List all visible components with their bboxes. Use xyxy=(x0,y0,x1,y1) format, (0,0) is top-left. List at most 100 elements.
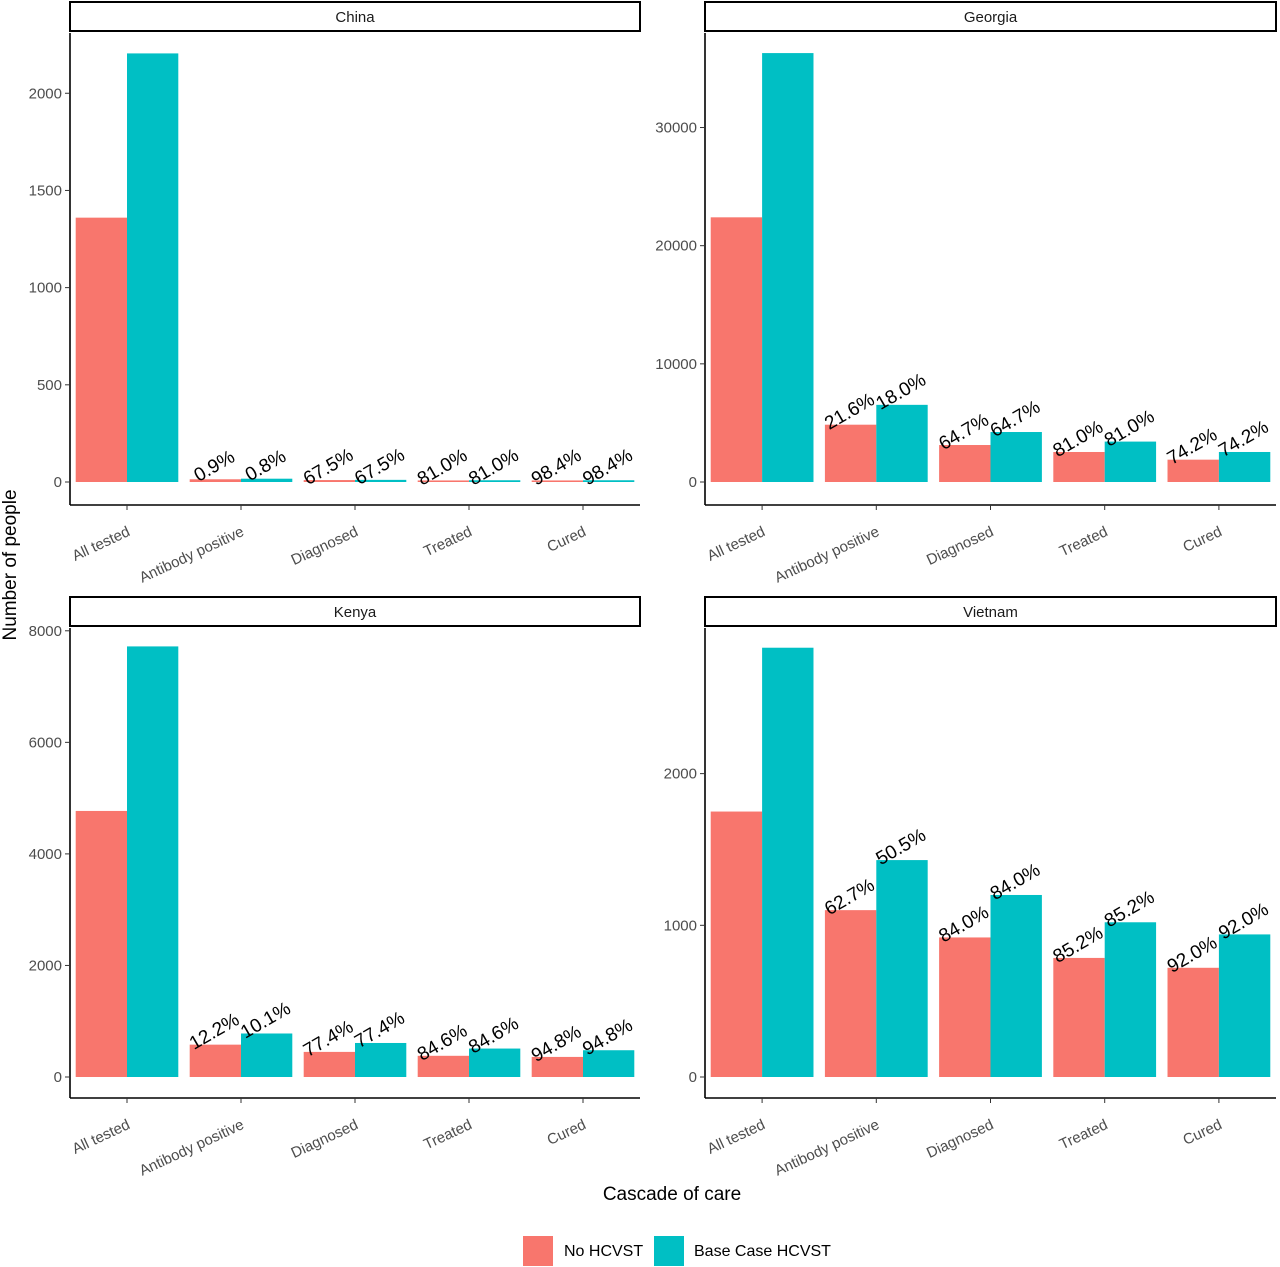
bar-georgia-cured-no-hcvst xyxy=(1167,459,1219,482)
bar-kenya-diagnosed-base-case-hcvst xyxy=(355,1042,407,1077)
panel-strip xyxy=(69,596,641,627)
bar-vietnam-treated-no-hcvst xyxy=(1053,957,1105,1077)
x-tick-label-treated: Treated xyxy=(1057,523,1111,560)
bar-kenya-antibody-positive-no-hcvst xyxy=(189,1044,241,1077)
legend-label-no-hcvst: No HCVST xyxy=(564,1243,643,1260)
bar-kenya-diagnosed-no-hcvst xyxy=(303,1051,355,1077)
panel-vietnam: Vietnam 0 1000 2000 All tested Antibody posit… xyxy=(664,596,1277,1180)
x-tick-label-treated: Treated xyxy=(421,523,475,560)
y-tick-label: 10000 xyxy=(655,356,697,373)
x-tick-label-antibody-positive: Antibody positive xyxy=(772,523,882,586)
panel-title: Kenya xyxy=(334,604,377,621)
y-tick-label: 8000 xyxy=(29,623,62,640)
y-tick-label: 1000 xyxy=(29,280,62,297)
y-tick-label: 0 xyxy=(689,1069,697,1086)
x-tick-label-antibody-positive: Antibody positive xyxy=(772,1116,882,1179)
bar-kenya-all-tested-no-hcvst xyxy=(75,810,127,1077)
bar-kenya-antibody-positive-base-case-hcvst xyxy=(241,1033,293,1077)
x-tick-label-treated: Treated xyxy=(1057,1116,1111,1153)
bar-vietnam-antibody-positive-no-hcvst xyxy=(824,910,877,1077)
x-tick-label-all-tested: All tested xyxy=(705,1116,768,1157)
panel-strip xyxy=(704,596,1277,627)
bar-china-diagnosed-base-case-hcvst xyxy=(355,479,407,482)
x-tick-label-cured: Cured xyxy=(1180,523,1224,556)
x-tick-label-antibody-positive: Antibody positive xyxy=(137,1116,247,1179)
x-tick-label-diagnosed: Diagnosed xyxy=(289,523,361,569)
bar-china-treated-no-hcvst xyxy=(417,480,469,482)
y-tick-label: 20000 xyxy=(655,238,697,255)
bar-vietnam-all-tested-no-hcvst xyxy=(710,811,763,1077)
x-tick-label-cured: Cured xyxy=(544,1116,588,1149)
legend: No HCVST Base Case HCVST xyxy=(523,1236,831,1266)
y-tick-label: 0 xyxy=(689,474,697,491)
bar-china-antibody-positive-no-hcvst xyxy=(189,479,241,482)
y-tick-label: 1500 xyxy=(29,182,62,199)
legend-swatch-base-case-hcvst xyxy=(654,1236,684,1266)
panel-georgia: Georgia 0 10000 20000 30000 All tested Antibod… xyxy=(655,1,1277,587)
x-tick-label-diagnosed: Diagnosed xyxy=(924,1116,996,1162)
legend-label-base-case-hcvst: Base Case HCVST xyxy=(694,1243,831,1260)
data-label-china-cured-base-case-hcvst: 98.4% xyxy=(579,445,636,490)
x-tick-label-diagnosed: Diagnosed xyxy=(289,1116,361,1162)
bar-china-cured-base-case-hcvst xyxy=(583,480,635,482)
bar-vietnam-antibody-positive-base-case-hcvst xyxy=(876,860,928,1077)
panel-strip xyxy=(704,1,1277,32)
data-label-china-cured-no-hcvst: 98.4% xyxy=(528,445,585,490)
bar-kenya-cured-base-case-hcvst xyxy=(583,1050,635,1077)
panel-title: Vietnam xyxy=(963,604,1018,621)
x-tick-label-treated: Treated xyxy=(421,1116,475,1153)
bar-kenya-treated-base-case-hcvst xyxy=(469,1048,521,1077)
y-tick-label: 4000 xyxy=(29,846,62,863)
y-tick-label: 1000 xyxy=(664,917,697,934)
bar-vietnam-cured-no-hcvst xyxy=(1167,967,1219,1077)
bar-china-all-tested-no-hcvst xyxy=(75,217,127,482)
panel-title: China xyxy=(335,9,375,26)
y-tick-label: 2000 xyxy=(29,957,62,974)
data-label-china-treated-no-hcvst: 81.0% xyxy=(414,445,471,490)
panel-kenya: Kenya 0 2000 4000 6000 8000 All tested Antibody… xyxy=(29,596,641,1180)
x-tick-label-all-tested: All tested xyxy=(705,523,768,564)
bar-vietnam-cured-base-case-hcvst xyxy=(1218,934,1271,1077)
bar-georgia-diagnosed-base-case-hcvst xyxy=(990,432,1042,482)
x-axis-title: Cascade of care xyxy=(603,1184,741,1205)
y-tick-label: 2000 xyxy=(29,85,62,102)
data-label-china-treated-base-case-hcvst: 81.0% xyxy=(465,445,522,490)
bar-georgia-cured-base-case-hcvst xyxy=(1218,451,1271,482)
x-tick-label-all-tested: All tested xyxy=(70,1116,133,1157)
bar-georgia-antibody-positive-base-case-hcvst xyxy=(876,404,928,482)
legend-swatch-no-hcvst xyxy=(523,1236,553,1266)
panel-title: Georgia xyxy=(964,9,1018,26)
y-tick-label: 0 xyxy=(54,474,62,491)
y-tick-label: 500 xyxy=(37,377,62,394)
panel-china: China 0 500 1000 1500 2000 All tested Antibody … xyxy=(29,1,641,587)
bar-vietnam-diagnosed-base-case-hcvst xyxy=(990,894,1042,1077)
y-tick-label: 6000 xyxy=(29,734,62,751)
bar-china-treated-base-case-hcvst xyxy=(469,480,521,482)
bar-georgia-all-tested-no-hcvst xyxy=(710,217,763,483)
data-label-china-diagnosed-no-hcvst: 67.5% xyxy=(300,445,357,490)
bar-kenya-treated-no-hcvst xyxy=(417,1055,469,1077)
bar-vietnam-treated-base-case-hcvst xyxy=(1104,922,1157,1077)
bar-vietnam-diagnosed-no-hcvst xyxy=(939,937,991,1077)
y-axis-title: Number of people xyxy=(0,489,21,640)
bar-china-diagnosed-no-hcvst xyxy=(303,480,355,482)
y-tick-label: 0 xyxy=(54,1069,62,1086)
bar-georgia-all-tested-base-case-hcvst xyxy=(762,53,814,482)
bar-china-antibody-positive-base-case-hcvst xyxy=(241,478,293,482)
panel-strip xyxy=(69,1,641,32)
bar-georgia-antibody-positive-no-hcvst xyxy=(824,424,877,482)
bar-georgia-treated-base-case-hcvst xyxy=(1104,441,1157,482)
bar-kenya-all-tested-base-case-hcvst xyxy=(127,646,179,1077)
y-tick-label: 30000 xyxy=(655,120,697,137)
bar-vietnam-all-tested-base-case-hcvst xyxy=(762,647,814,1077)
bar-georgia-treated-no-hcvst xyxy=(1053,451,1105,482)
y-tick-label: 2000 xyxy=(664,766,697,783)
x-tick-label-all-tested: All tested xyxy=(70,523,133,564)
x-tick-label-cured: Cured xyxy=(1180,1116,1224,1149)
bar-china-all-tested-base-case-hcvst xyxy=(127,53,179,483)
x-tick-label-diagnosed: Diagnosed xyxy=(924,523,996,569)
x-tick-label-antibody-positive: Antibody positive xyxy=(137,523,247,586)
x-tick-label-cured: Cured xyxy=(544,523,588,556)
